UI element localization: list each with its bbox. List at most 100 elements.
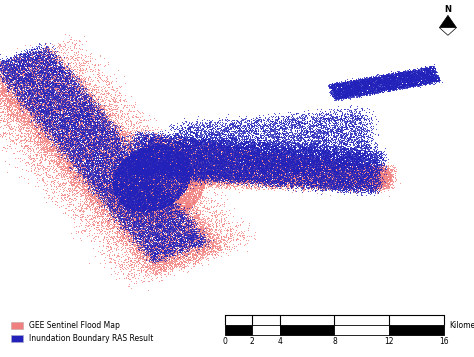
Point xyxy=(285,162,292,167)
Point xyxy=(176,166,184,172)
Point xyxy=(258,150,265,156)
Point xyxy=(18,102,25,108)
Point xyxy=(109,172,116,178)
Point xyxy=(127,148,135,154)
Point xyxy=(176,208,184,214)
Point xyxy=(270,156,278,162)
Point xyxy=(330,84,337,90)
Point xyxy=(24,52,32,58)
Point xyxy=(9,65,17,70)
Point xyxy=(55,145,63,151)
Point xyxy=(150,158,158,164)
Point xyxy=(133,160,140,166)
Point xyxy=(96,135,103,140)
Point xyxy=(231,166,239,171)
Point xyxy=(113,185,121,191)
Point xyxy=(16,75,24,81)
Point xyxy=(156,156,164,162)
Point xyxy=(222,158,230,164)
Point xyxy=(187,220,194,225)
Point xyxy=(366,158,374,164)
Point xyxy=(97,153,104,159)
Point xyxy=(130,178,138,184)
Point xyxy=(169,167,177,172)
Point xyxy=(51,129,59,135)
Point xyxy=(178,163,186,169)
Point xyxy=(209,158,217,164)
Point xyxy=(120,161,128,167)
Point xyxy=(331,155,338,161)
Point xyxy=(307,137,314,143)
Point xyxy=(64,115,72,121)
Point xyxy=(235,164,243,169)
Point xyxy=(295,163,302,169)
Point xyxy=(129,186,137,192)
Point xyxy=(16,56,24,61)
Point xyxy=(78,125,86,130)
Point xyxy=(353,88,360,94)
Point xyxy=(365,172,372,178)
Point xyxy=(309,155,316,161)
Point xyxy=(188,153,195,159)
Point xyxy=(182,215,190,221)
Point xyxy=(43,51,51,56)
Point xyxy=(114,160,122,165)
Point xyxy=(209,161,216,166)
Point xyxy=(58,136,66,142)
Point xyxy=(154,191,162,197)
Point xyxy=(428,75,435,81)
Point xyxy=(188,179,196,185)
Point xyxy=(231,162,239,168)
Point xyxy=(164,172,172,178)
Point xyxy=(107,154,114,160)
Point xyxy=(339,180,346,185)
Point xyxy=(176,174,184,180)
Point xyxy=(410,78,418,84)
Point xyxy=(174,164,182,169)
Point xyxy=(119,196,127,202)
Point xyxy=(216,160,223,166)
Point xyxy=(174,167,182,173)
Point xyxy=(303,171,311,176)
Point xyxy=(204,166,212,172)
Point xyxy=(208,170,215,176)
Point xyxy=(209,162,217,168)
Point xyxy=(126,154,133,160)
Point xyxy=(65,92,73,98)
Point xyxy=(186,204,194,210)
Point xyxy=(313,169,320,175)
Point xyxy=(433,74,440,79)
Point xyxy=(340,161,347,166)
Point xyxy=(289,163,297,169)
Point xyxy=(137,162,145,168)
Point xyxy=(292,164,299,170)
Point xyxy=(65,179,73,185)
Point xyxy=(265,172,273,178)
Point xyxy=(150,233,157,239)
Point xyxy=(156,199,164,205)
Point xyxy=(377,167,384,173)
Point xyxy=(347,182,355,187)
Point xyxy=(217,152,224,157)
Point xyxy=(359,174,367,180)
Point xyxy=(65,125,73,131)
Point xyxy=(77,107,85,112)
Point xyxy=(383,173,391,179)
Point xyxy=(80,211,87,217)
Point xyxy=(29,54,37,60)
Point xyxy=(100,154,107,160)
Point xyxy=(187,144,194,150)
Point xyxy=(119,225,127,231)
Point xyxy=(24,103,32,109)
Point xyxy=(238,147,246,153)
Point xyxy=(288,166,296,172)
Point xyxy=(221,162,228,168)
Point xyxy=(141,175,148,181)
Point xyxy=(157,253,165,259)
Point xyxy=(35,93,43,99)
Point xyxy=(17,65,24,71)
Point xyxy=(4,69,11,75)
Point xyxy=(282,162,290,168)
Point xyxy=(0,64,1,70)
Point xyxy=(224,126,231,132)
